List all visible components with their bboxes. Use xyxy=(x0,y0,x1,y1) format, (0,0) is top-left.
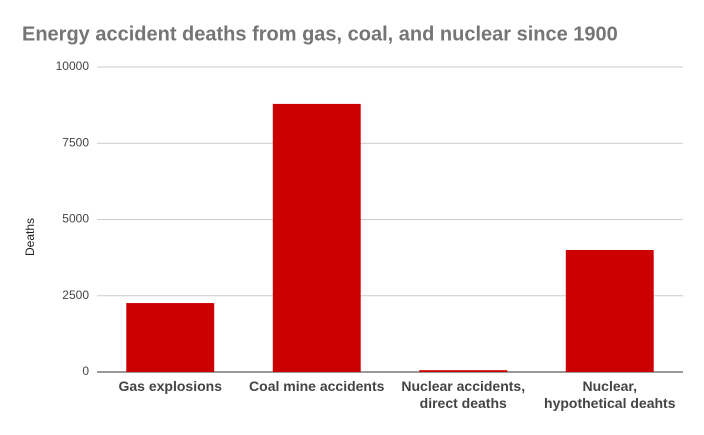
y-tick-label: 7500 xyxy=(62,135,89,149)
bar xyxy=(419,370,508,372)
x-tick-label: Nuclear, hypothetical deahts xyxy=(544,378,676,411)
y-axis-label: Deaths xyxy=(23,218,37,256)
bar xyxy=(565,250,654,372)
y-tick-label: 2500 xyxy=(62,288,89,302)
y-tick-label: 10000 xyxy=(56,59,90,73)
x-tick-label: Gas explosions xyxy=(118,378,222,394)
bar xyxy=(272,103,361,372)
chart-title: Energy accident deaths from gas, coal, a… xyxy=(22,23,618,45)
x-tick-label: Nuclear accidents, direct deaths xyxy=(401,378,526,411)
bar xyxy=(126,303,215,372)
x-tick-label: Coal mine accidents xyxy=(249,378,385,394)
y-tick-label: 5000 xyxy=(62,212,89,226)
y-tick-label: 0 xyxy=(82,364,89,378)
